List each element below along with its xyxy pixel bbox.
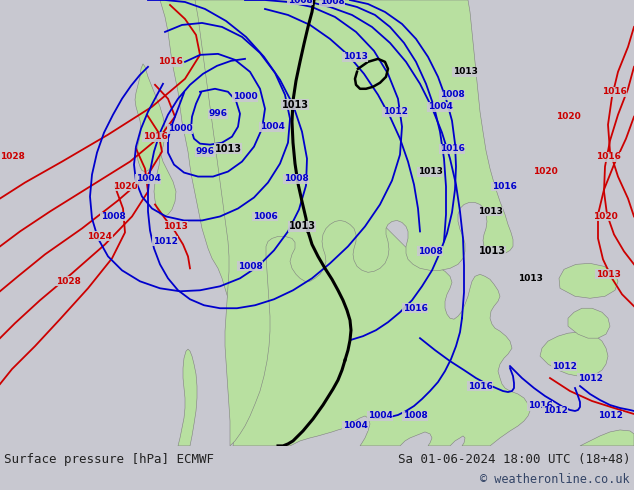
Text: © weatheronline.co.uk: © weatheronline.co.uk (481, 473, 630, 487)
Text: 1013: 1013 (477, 207, 502, 216)
Text: 1013: 1013 (288, 221, 316, 231)
Text: 1024: 1024 (87, 232, 112, 241)
Polygon shape (135, 64, 165, 172)
Text: 1013: 1013 (162, 222, 188, 231)
Text: 1012: 1012 (598, 412, 623, 420)
Polygon shape (568, 308, 610, 338)
Text: 1020: 1020 (593, 212, 618, 221)
Polygon shape (580, 430, 634, 446)
Text: 1004: 1004 (259, 122, 285, 131)
Polygon shape (195, 0, 513, 446)
Text: 996: 996 (209, 109, 228, 118)
Text: 1016: 1016 (527, 401, 552, 411)
Text: 1008: 1008 (418, 247, 443, 256)
Text: 1012: 1012 (552, 362, 576, 370)
Polygon shape (178, 349, 197, 446)
Text: 1008: 1008 (320, 0, 344, 6)
Text: 1013: 1013 (418, 167, 443, 176)
Text: 1016: 1016 (595, 152, 621, 161)
Text: 996: 996 (195, 147, 214, 156)
Polygon shape (540, 332, 608, 376)
Text: 1016: 1016 (158, 57, 183, 66)
Text: 1008: 1008 (403, 412, 427, 420)
Text: 1013: 1013 (479, 246, 505, 256)
Text: 1016: 1016 (143, 132, 167, 141)
Text: 1016: 1016 (602, 87, 626, 96)
Text: 1013: 1013 (595, 270, 621, 279)
Text: 1008: 1008 (101, 212, 126, 221)
Text: 1008: 1008 (283, 174, 308, 183)
Text: 1016: 1016 (467, 382, 493, 391)
Text: 1020: 1020 (113, 182, 138, 191)
Polygon shape (160, 0, 530, 446)
Polygon shape (559, 263, 618, 298)
Text: 1012: 1012 (153, 237, 178, 246)
Text: 1000: 1000 (167, 124, 192, 133)
Text: 1008: 1008 (439, 90, 464, 99)
Text: 1016: 1016 (403, 304, 427, 313)
Polygon shape (154, 151, 176, 217)
Text: 1004: 1004 (342, 421, 368, 430)
Text: 1008: 1008 (238, 262, 262, 271)
Text: 1012: 1012 (382, 107, 408, 116)
Text: 1012: 1012 (578, 373, 602, 383)
Text: 1028: 1028 (56, 277, 81, 286)
Text: Surface pressure [hPa] ECMWF: Surface pressure [hPa] ECMWF (4, 453, 214, 466)
Text: 1016: 1016 (439, 144, 465, 153)
Text: 1013: 1013 (214, 144, 242, 154)
Text: 1008: 1008 (288, 0, 313, 4)
Text: 1004: 1004 (427, 102, 453, 111)
Text: 1006: 1006 (252, 212, 278, 221)
Text: 1013: 1013 (453, 67, 477, 76)
Text: 1016: 1016 (491, 182, 517, 191)
Text: 1000: 1000 (233, 92, 257, 101)
Text: 1013: 1013 (517, 274, 543, 283)
Text: 1004: 1004 (368, 412, 392, 420)
Text: 1020: 1020 (555, 112, 580, 121)
Text: 1013: 1013 (281, 100, 309, 110)
Text: 1028: 1028 (0, 152, 25, 161)
Text: 1012: 1012 (543, 407, 567, 416)
Text: 1004: 1004 (136, 174, 160, 183)
Text: 1013: 1013 (342, 52, 368, 61)
Text: Sa 01-06-2024 18:00 UTC (18+48): Sa 01-06-2024 18:00 UTC (18+48) (398, 453, 630, 466)
Text: 1020: 1020 (533, 167, 557, 176)
